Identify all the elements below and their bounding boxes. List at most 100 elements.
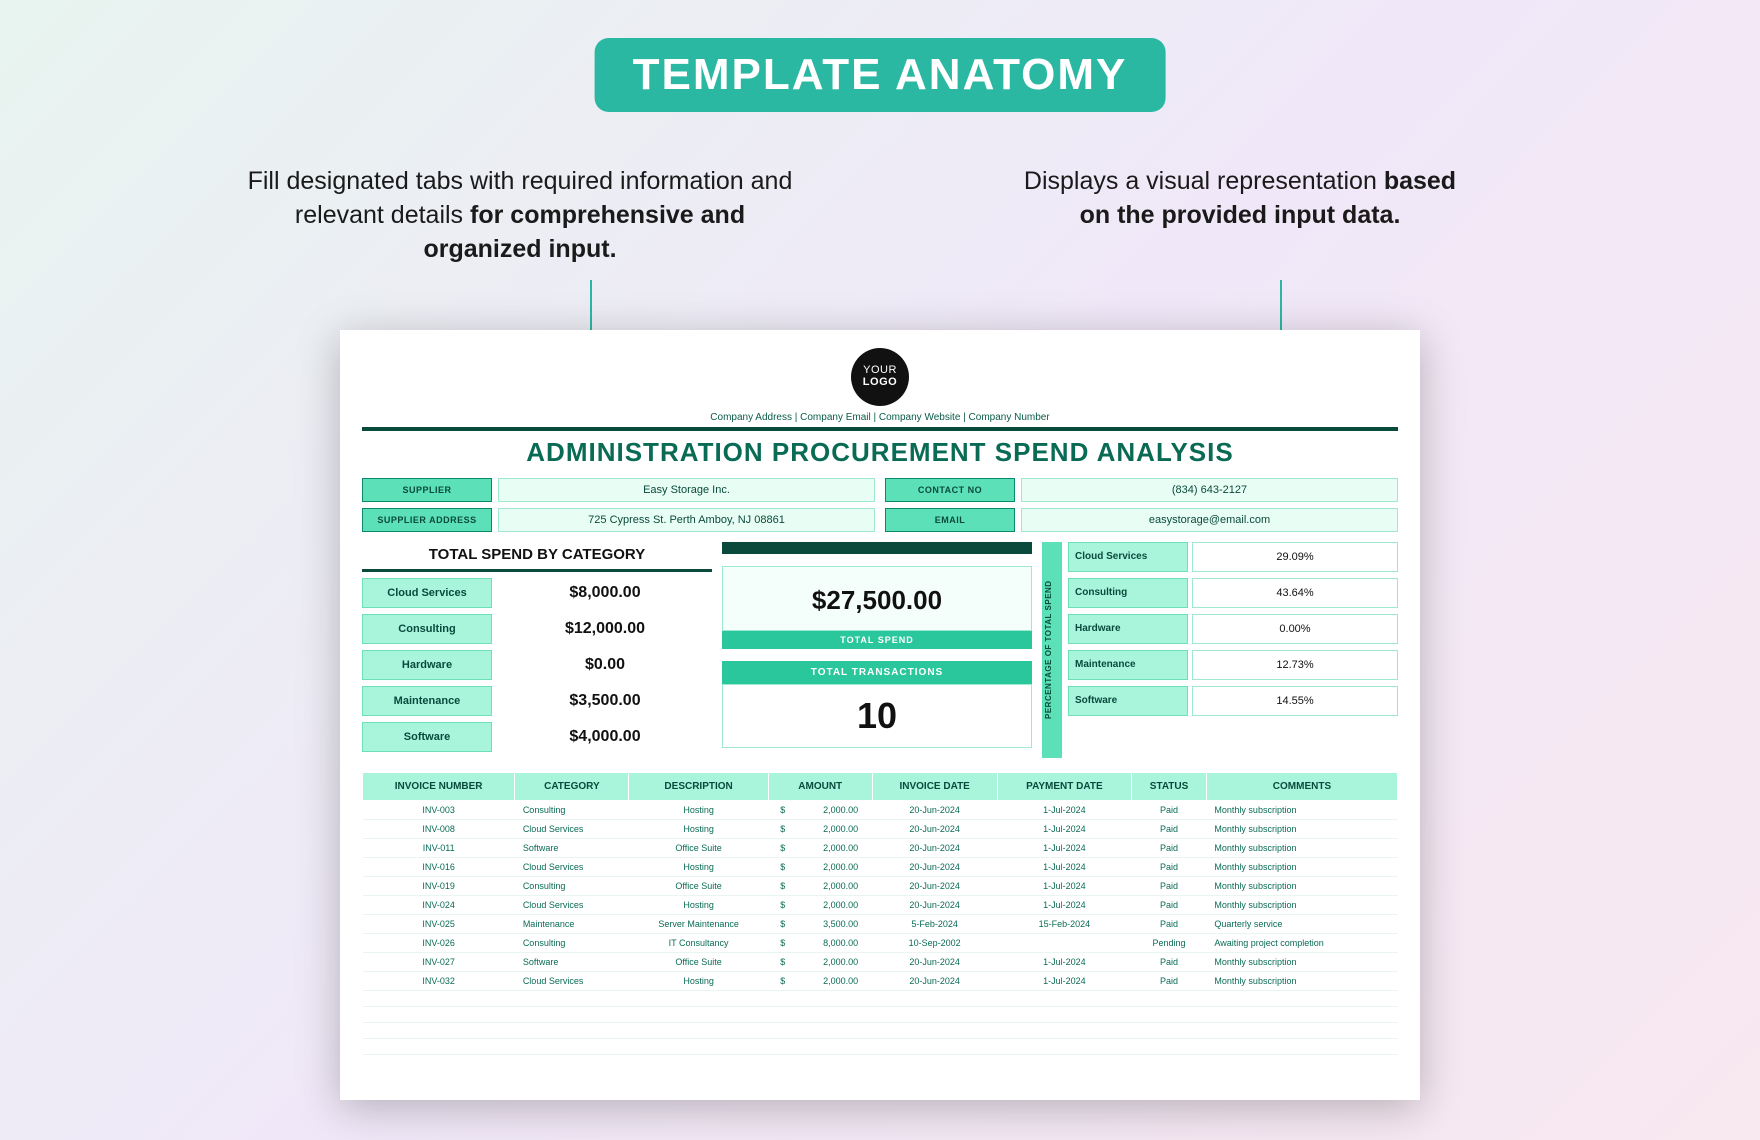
cell-status: Paid [1132,953,1207,972]
cell-description: Hosting [629,972,768,991]
callout-left: Fill designated tabs with required infor… [240,165,800,266]
total-spend-value: $27,500.00 [722,566,1032,631]
category-name: Maintenance [362,686,492,716]
cell-payment-date: 1-Jul-2024 [997,858,1132,877]
percentage-category: Consulting [1068,578,1188,608]
cell-status: Paid [1132,839,1207,858]
table-row[interactable]: INV-016Cloud ServicesHosting$2,000.0020-… [363,858,1398,877]
mid-section: TOTAL SPEND BY CATEGORY Cloud Services$8… [362,542,1398,758]
category-amount: $12,000.00 [498,614,712,644]
cell-status: Paid [1132,915,1207,934]
category-name: Consulting [362,614,492,644]
table-row[interactable]: INV-024Cloud ServicesHosting$2,000.0020-… [363,896,1398,915]
table-row[interactable]: INV-025MaintenanceServer Maintenance$3,5… [363,915,1398,934]
percentage-value: 12.73% [1192,650,1398,680]
cell-comments: Monthly subscription [1206,972,1397,991]
cell-category: Consulting [515,877,629,896]
table-row[interactable]: INV-011SoftwareOffice Suite$2,000.0020-J… [363,839,1398,858]
cell-invoice-date: 20-Jun-2024 [872,839,997,858]
cell-amount: $2,000.00 [768,801,872,820]
percentage-category: Cloud Services [1068,542,1188,572]
percentage-category: Hardware [1068,614,1188,644]
category-amount: $0.00 [498,650,712,680]
table-header-cell: INVOICE DATE [872,773,997,801]
category-row: Cloud Services$8,000.00 [362,578,712,608]
cell-invoice-date: 5-Feb-2024 [872,915,997,934]
category-row: Consulting$12,000.00 [362,614,712,644]
table-row[interactable]: INV-026ConsultingIT Consultancy$8,000.00… [363,934,1398,953]
percentage-row: Maintenance12.73% [1068,650,1398,680]
cell-category: Maintenance [515,915,629,934]
category-spend-column: TOTAL SPEND BY CATEGORY Cloud Services$8… [362,542,712,758]
logo-text-1: YOUR [863,364,897,376]
percentage-row: Consulting43.64% [1068,578,1398,608]
cell-comments: Monthly subscription [1206,858,1397,877]
company-contact-line: Company Address | Company Email | Compan… [362,412,1398,423]
percentage-row: Cloud Services29.09% [1068,542,1398,572]
cell-invoice: INV-027 [363,953,515,972]
email-value[interactable]: easystorage@email.com [1021,508,1398,532]
cell-status: Paid [1132,858,1207,877]
table-row[interactable]: INV-019ConsultingOffice Suite$2,000.0020… [363,877,1398,896]
callout-left-text-b: for comprehensive and organized input. [423,201,745,263]
cell-payment-date: 1-Jul-2024 [997,953,1132,972]
cell-amount: $2,000.00 [768,858,872,877]
percentage-category: Software [1068,686,1188,716]
cell-category: Cloud Services [515,896,629,915]
table-header-cell: CATEGORY [515,773,629,801]
supplier-address-value[interactable]: 725 Cypress St. Perth Amboy, NJ 08861 [498,508,875,532]
table-row[interactable]: INV-003ConsultingHosting$2,000.0020-Jun-… [363,801,1398,820]
table-header-cell: PAYMENT DATE [997,773,1132,801]
cell-description: Hosting [629,858,768,877]
percentage-column: PERCENTAGE OF TOTAL SPEND Cloud Services… [1042,542,1398,758]
page-title-badge: TEMPLATE ANATOMY [595,38,1166,112]
cell-amount: $2,000.00 [768,877,872,896]
table-row[interactable]: INV-027SoftwareOffice Suite$2,000.0020-J… [363,953,1398,972]
cell-payment-date: 1-Jul-2024 [997,896,1132,915]
cell-comments: Monthly subscription [1206,820,1397,839]
contact-no-label: CONTACT NO [885,478,1015,502]
cell-description: Office Suite [629,953,768,972]
cell-amount: $3,500.00 [768,915,872,934]
cell-invoice-date: 10-Sep-2002 [872,934,997,953]
table-header-cell: COMMENTS [1206,773,1397,801]
divider [362,427,1398,431]
info-row-1: SUPPLIER Easy Storage Inc. CONTACT NO (8… [362,478,1398,502]
table-row[interactable]: INV-008Cloud ServicesHosting$2,000.0020-… [363,820,1398,839]
cell-description: IT Consultancy [629,934,768,953]
document-title: ADMINISTRATION PROCUREMENT SPEND ANALYSI… [362,437,1398,468]
supplier-value[interactable]: Easy Storage Inc. [498,478,875,502]
total-transactions-label: TOTAL TRANSACTIONS [722,661,1032,684]
category-name: Cloud Services [362,578,492,608]
percentage-value: 29.09% [1192,542,1398,572]
cell-invoice-date: 20-Jun-2024 [872,896,997,915]
cell-comments: Monthly subscription [1206,877,1397,896]
cell-payment-date: 1-Jul-2024 [997,820,1132,839]
cell-invoice: INV-032 [363,972,515,991]
category-row: Maintenance$3,500.00 [362,686,712,716]
cell-comments: Monthly subscription [1206,801,1397,820]
cell-category: Cloud Services [515,820,629,839]
contact-no-value[interactable]: (834) 643-2127 [1021,478,1398,502]
table-header-cell: STATUS [1132,773,1207,801]
cell-description: Office Suite [629,877,768,896]
table-row-empty [363,1023,1398,1039]
table-row-empty [363,991,1398,1007]
logo-text-2: LOGO [863,376,897,388]
cell-comments: Awaiting project completion [1206,934,1397,953]
cell-description: Hosting [629,801,768,820]
spreadsheet-document: YOUR LOGO Company Address | Company Emai… [340,330,1420,1100]
table-header-cell: DESCRIPTION [629,773,768,801]
cell-amount: $2,000.00 [768,820,872,839]
percentage-value: 0.00% [1192,614,1398,644]
category-amount: $3,500.00 [498,686,712,716]
cell-invoice: INV-024 [363,896,515,915]
cell-invoice-date: 20-Jun-2024 [872,877,997,896]
table-row[interactable]: INV-032Cloud ServicesHosting$2,000.0020-… [363,972,1398,991]
logo-wrap: YOUR LOGO [362,348,1398,406]
cell-comments: Quarterly service [1206,915,1397,934]
cell-invoice: INV-011 [363,839,515,858]
totals-column: $27,500.00 TOTAL SPEND TOTAL TRANSACTION… [722,542,1032,758]
email-label: EMAIL [885,508,1015,532]
divider [722,542,1032,554]
